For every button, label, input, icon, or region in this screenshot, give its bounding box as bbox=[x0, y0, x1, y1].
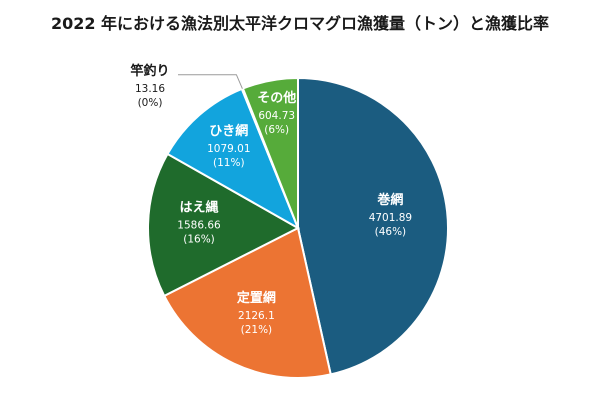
slice-1-name-label: 巻網 bbox=[376, 192, 403, 208]
slice-4-percent-label: (11%) bbox=[213, 157, 245, 169]
slice-6-name-label: その他 bbox=[257, 90, 296, 106]
slice-4-name-label: ひき網 bbox=[209, 123, 248, 139]
slice-5-percent-label: (0%) bbox=[138, 97, 163, 109]
slice-5-value-label: 13.16 bbox=[135, 83, 165, 95]
slice-2-name-label: 定置網 bbox=[236, 290, 276, 306]
slice-2-value-label: 2126.1 bbox=[238, 310, 275, 322]
slice-6-percent-label: (6%) bbox=[264, 124, 289, 136]
slice-5-name-label: 竿釣り bbox=[130, 63, 169, 79]
slice-3-wedge bbox=[147, 152, 301, 298]
slice-2-percent-label: (21%) bbox=[241, 324, 273, 336]
slice-5-leader-line bbox=[178, 74, 243, 89]
slice-4-value-label: 1079.01 bbox=[207, 143, 250, 155]
slice-3-percent-label: (16%) bbox=[183, 234, 215, 246]
slice-1-percent-label: (46%) bbox=[375, 226, 407, 238]
slice-1-value-label: 4701.89 bbox=[369, 212, 412, 224]
slice-3-value-label: 1586.66 bbox=[177, 220, 221, 232]
slice-1-wedge bbox=[297, 76, 450, 376]
slice-3-name-label: はえ縄 bbox=[179, 200, 218, 216]
slice-4-wedge bbox=[166, 87, 301, 231]
chart-title: 2022 年における漁法別太平洋クロマグロ漁獲量（トン）と漁獲比率 bbox=[50, 14, 550, 33]
slice-2-wedge bbox=[162, 226, 332, 379]
slice-6-value-label: 604.73 bbox=[258, 110, 295, 122]
slice-6-wedge bbox=[241, 76, 299, 229]
